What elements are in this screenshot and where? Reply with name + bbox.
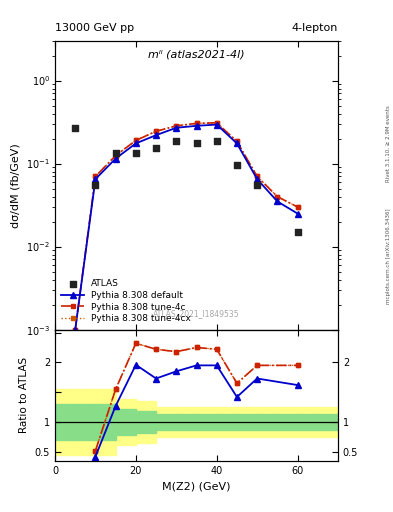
Pythia 8.308 default — [113, 156, 118, 162]
Pythia 8.308 default — [174, 125, 179, 131]
Line: Pythia 8.308 tune-4cx: Pythia 8.308 tune-4cx — [73, 121, 299, 332]
Legend: ATLAS, Pythia 8.308 default, Pythia 8.308 tune-4c, Pythia 8.308 tune-4cx: ATLAS, Pythia 8.308 default, Pythia 8.30… — [59, 278, 193, 325]
Pythia 8.308 default — [73, 327, 77, 333]
Pythia 8.308 tune-4cx — [93, 174, 98, 180]
ATLAS — [133, 148, 139, 157]
ATLAS — [234, 161, 240, 169]
Text: mˡˡ (atlas2021-4l): mˡˡ (atlas2021-4l) — [148, 50, 245, 59]
Pythia 8.308 default — [235, 140, 239, 146]
Pythia 8.308 tune-4c — [174, 123, 179, 129]
Pythia 8.308 tune-4c — [154, 128, 158, 134]
Pythia 8.308 default — [154, 132, 158, 138]
Pythia 8.308 default — [214, 121, 219, 127]
Line: Pythia 8.308 tune-4c: Pythia 8.308 tune-4c — [73, 120, 300, 332]
X-axis label: M(Z2) (GeV): M(Z2) (GeV) — [162, 481, 231, 491]
Pythia 8.308 tune-4cx — [113, 153, 118, 159]
Text: 4-lepton: 4-lepton — [292, 23, 338, 33]
Pythia 8.308 tune-4c — [235, 138, 239, 144]
Pythia 8.308 tune-4c — [214, 120, 219, 126]
ATLAS — [112, 148, 119, 157]
ATLAS — [254, 181, 260, 189]
Pythia 8.308 tune-4c — [134, 137, 138, 143]
Pythia 8.308 tune-4c — [255, 174, 259, 180]
Text: mcplots.cern.ch [arXiv:1306.3436]: mcplots.cern.ch [arXiv:1306.3436] — [386, 208, 391, 304]
ATLAS — [294, 228, 301, 236]
Pythia 8.308 default — [134, 140, 138, 146]
Pythia 8.308 default — [93, 176, 98, 182]
ATLAS — [153, 144, 159, 152]
Pythia 8.308 default — [194, 123, 199, 129]
Pythia 8.308 tune-4cx — [295, 204, 300, 210]
Pythia 8.308 tune-4c — [113, 153, 118, 159]
ATLAS — [72, 124, 78, 132]
Pythia 8.308 tune-4cx — [194, 120, 199, 126]
Pythia 8.308 tune-4c — [194, 120, 199, 126]
ATLAS — [173, 137, 180, 145]
Pythia 8.308 tune-4cx — [174, 123, 179, 129]
Pythia 8.308 tune-4cx — [134, 137, 138, 143]
Pythia 8.308 default — [275, 198, 280, 204]
Pythia 8.308 default — [295, 210, 300, 217]
Y-axis label: dσ/dM (fb/GeV): dσ/dM (fb/GeV) — [11, 143, 20, 228]
Text: ATLAS_2021_I1849535: ATLAS_2021_I1849535 — [153, 309, 240, 318]
ATLAS — [213, 137, 220, 145]
Text: Rivet 3.1.10, ≥ 2.9M events: Rivet 3.1.10, ≥ 2.9M events — [386, 105, 391, 182]
Pythia 8.308 tune-4c — [73, 327, 77, 333]
Pythia 8.308 tune-4c — [295, 204, 300, 210]
Pythia 8.308 tune-4cx — [235, 138, 239, 144]
Pythia 8.308 tune-4c — [93, 174, 98, 180]
Line: Pythia 8.308 default: Pythia 8.308 default — [72, 122, 300, 332]
Pythia 8.308 tune-4cx — [255, 174, 259, 180]
ATLAS — [92, 181, 99, 189]
Pythia 8.308 tune-4cx — [214, 120, 219, 126]
Pythia 8.308 tune-4c — [275, 194, 280, 200]
Pythia 8.308 default — [255, 176, 259, 182]
Text: 13000 GeV pp: 13000 GeV pp — [55, 23, 134, 33]
Pythia 8.308 tune-4cx — [275, 194, 280, 200]
Y-axis label: Ratio to ATLAS: Ratio to ATLAS — [19, 357, 29, 433]
Pythia 8.308 tune-4cx — [154, 128, 158, 134]
ATLAS — [193, 139, 200, 147]
Pythia 8.308 tune-4cx — [73, 327, 77, 333]
